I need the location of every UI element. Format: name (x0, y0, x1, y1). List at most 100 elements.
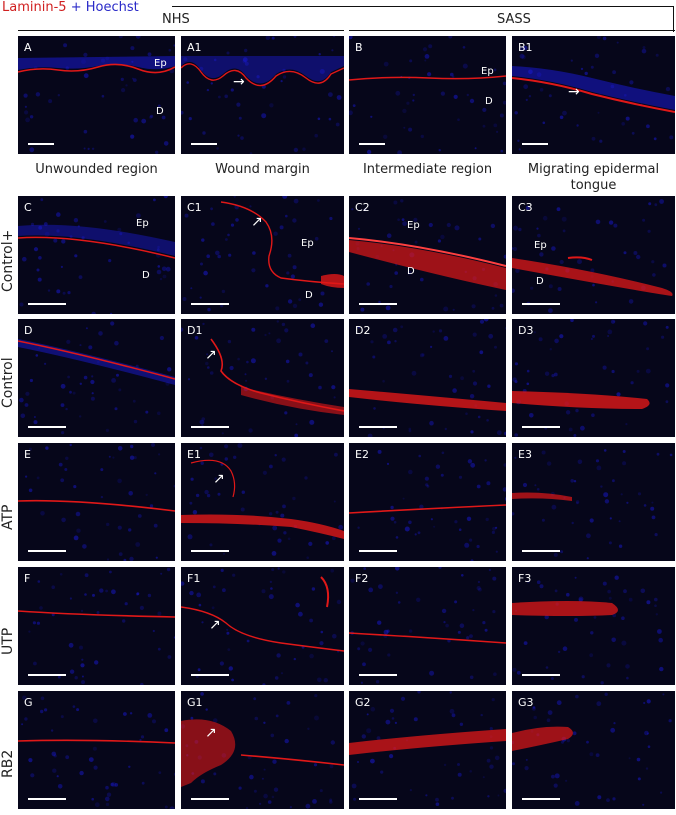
nucleus-dot (298, 611, 303, 617)
arrow-up-icon: ↗ (205, 347, 217, 363)
nucleus-dot (206, 254, 210, 258)
nucleus-dot (595, 753, 600, 757)
nucleus-dot (330, 740, 335, 745)
nucleus-dot (640, 588, 646, 594)
nucleus-dot (313, 763, 318, 767)
nucleus-dot (110, 312, 113, 314)
nucleus-dot (427, 72, 432, 77)
nucleus-dot (425, 483, 429, 487)
nucleus-dot (443, 621, 446, 624)
nucleus-dot (308, 373, 313, 378)
nucleus-dot (36, 268, 40, 272)
nucleus-dot (99, 588, 104, 593)
nucleus-dot (366, 282, 370, 286)
nucleus-dot (280, 513, 285, 518)
nucleus-dot (201, 417, 206, 421)
sass-underline (349, 30, 675, 31)
nucleus-dot (218, 95, 221, 99)
panel-label: E1 (187, 448, 201, 461)
scale-bar (28, 303, 66, 305)
row-label: Control+ (0, 229, 16, 292)
nucleus-dot (220, 568, 224, 572)
nucleus-dot (479, 350, 484, 355)
scale-bar (359, 550, 397, 552)
nucleus-dot (279, 225, 284, 230)
nucleus-dot (557, 650, 561, 654)
nucleus-dot (201, 621, 204, 624)
nucleus-dot (199, 296, 202, 299)
nucleus-dot (199, 446, 203, 450)
nucleus-dot (435, 464, 441, 469)
panel-F2: F2 (349, 567, 506, 685)
panel-F1: F1 ↗ (181, 567, 344, 685)
nucleus-dot (127, 241, 130, 245)
epidermis-label: Ep (154, 58, 167, 69)
nucleus-dot (522, 482, 528, 488)
nucleus-dot (167, 367, 172, 372)
nucleus-dot (357, 526, 360, 529)
nucleus-dot (121, 88, 126, 93)
nucleus-dot (153, 198, 156, 202)
nucleus-dot (435, 802, 440, 806)
nucleus-dot (644, 730, 649, 736)
nucleus-dot (611, 369, 615, 374)
panel-G2: G2 (349, 691, 506, 809)
nucleus-dot (575, 694, 579, 699)
nucleus-dot (155, 150, 159, 154)
panel-A1: A1 → (181, 36, 344, 154)
nucleus-dot (469, 770, 472, 773)
nucleus-dot (319, 641, 324, 646)
scale-bar (191, 426, 229, 428)
dermis-label: D (485, 96, 493, 107)
nucleus-dot (476, 586, 481, 591)
nucleus-dot (482, 776, 485, 779)
nucleus-dot (448, 36, 453, 39)
nucleus-dot (244, 48, 248, 53)
nucleus-dot (414, 240, 418, 244)
nucleus-dot (84, 593, 87, 596)
nucleus-dot (65, 456, 69, 460)
nhs-underline (18, 30, 344, 31)
nucleus-dot (487, 795, 490, 798)
nucleus-dot (580, 67, 584, 71)
nucleus-dot (484, 628, 488, 632)
nucleus-dot (293, 657, 296, 661)
nucleus-dot (35, 354, 39, 357)
nucleus-dot (366, 149, 372, 154)
nucleus-dot (309, 618, 313, 623)
nucleus-dot (78, 275, 83, 279)
nucleus-dot (253, 697, 257, 701)
nucleus-dot (556, 207, 561, 212)
nucleus-dot (24, 717, 28, 721)
nucleus-dot (574, 617, 578, 622)
nucleus-dot (77, 225, 80, 228)
nucleus-dot (489, 764, 494, 769)
nucleus-dot (209, 452, 214, 458)
nucleus-dot (29, 447, 32, 451)
nucleus-dot (217, 492, 221, 496)
nucleus-dot (331, 385, 336, 390)
nucleus-dot (390, 505, 394, 510)
nucleus-dot (158, 453, 161, 456)
nucleus-dot (111, 378, 116, 383)
nucleus-dot (480, 713, 483, 717)
nucleus-dot (613, 223, 618, 228)
nucleus-dot (485, 517, 489, 522)
nucleus-dot (368, 647, 373, 652)
nucleus-dot (263, 793, 268, 799)
nucleus-dot (386, 629, 390, 633)
scale-bar (191, 674, 229, 676)
nucleus-dot (141, 781, 145, 785)
nucleus-dot (240, 507, 245, 512)
nucleus-dot (626, 501, 629, 504)
nucleus-dot (357, 761, 359, 763)
panel-B: B Ep D (349, 36, 506, 154)
nucleus-dot (628, 299, 634, 304)
nucleus-dot (494, 345, 497, 349)
nucleus-dot (237, 443, 243, 448)
nucleus-dot (61, 239, 66, 244)
nucleus-dot (106, 558, 110, 561)
nucleus-dot (183, 57, 188, 62)
panel-label: C2 (355, 201, 370, 214)
nucleus-dot (88, 345, 93, 350)
